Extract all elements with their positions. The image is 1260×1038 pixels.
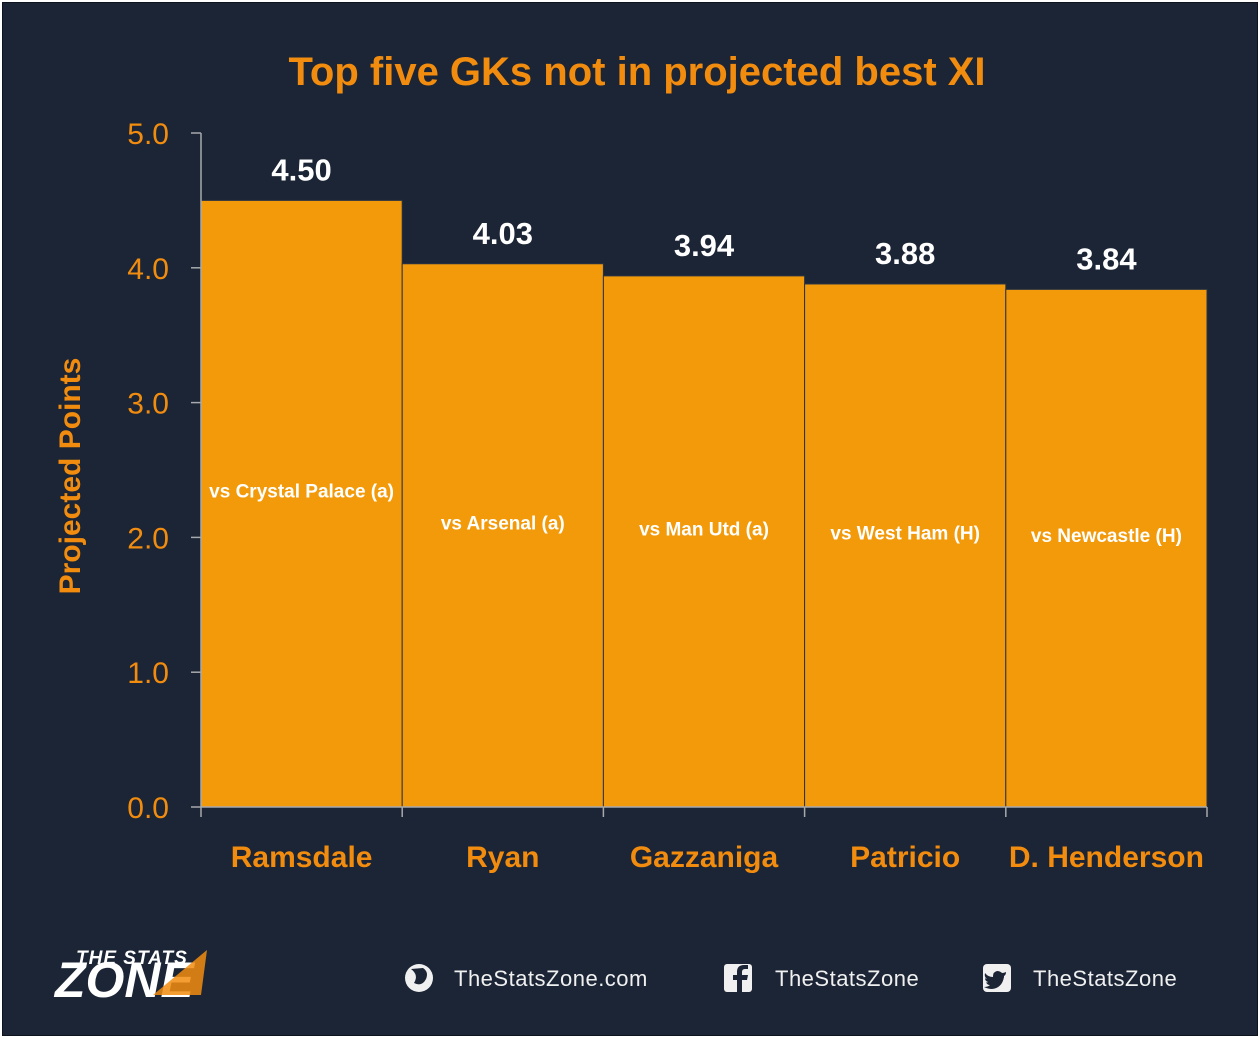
- value-label-1: 4.03: [473, 216, 533, 251]
- bars-group: 4.50 vs Crystal Palace (a) 4.03 vs Arsenal …: [200, 152, 1208, 808]
- footer-website[interactable]: TheStatsZone.com: [405, 964, 648, 992]
- x-tick-label-2: Gazzaniga: [630, 841, 779, 874]
- bar-1: [401, 263, 604, 808]
- stats-zone-logo: THE STATS ZONE: [53, 948, 207, 1008]
- x-tick-label-0: Ramsdale: [231, 841, 373, 874]
- value-label-3: 3.88: [875, 236, 935, 271]
- fixture-label-3: vs West Ham (H): [830, 523, 980, 544]
- x-tick-label-3: Patricio: [850, 841, 960, 874]
- facebook-text[interactable]: TheStatsZone: [775, 966, 919, 991]
- y-tick-label-5: 5.0: [127, 118, 169, 151]
- chart-title: Top five GKs not in projected best XI: [288, 50, 985, 94]
- footer-twitter[interactable]: TheStatsZone: [983, 964, 1177, 992]
- y-axis: 0.0 1.0 2.0 3.0 4.0 5.0: [127, 118, 202, 825]
- y-tick-label-2: 2.0: [127, 522, 169, 555]
- x-tick-label-1: Ryan: [466, 841, 539, 874]
- bar-3: [804, 283, 1007, 808]
- bar-0: [200, 199, 403, 808]
- website-text[interactable]: TheStatsZone.com: [454, 966, 648, 991]
- fixture-label-4: vs Newcastle (H): [1031, 526, 1182, 547]
- value-label-0: 4.50: [271, 152, 331, 187]
- y-axis-label: Projected Points: [54, 358, 87, 595]
- facebook-icon: [724, 964, 752, 992]
- footer-facebook[interactable]: TheStatsZone: [724, 964, 919, 992]
- chart-svg: Top five GKs not in projected best XI Pr…: [53, 50, 1208, 1008]
- fixture-label-2: vs Man Utd (a): [639, 519, 769, 540]
- y-tick-label-0: 0.0: [127, 792, 169, 825]
- fixture-label-1: vs Arsenal (a): [441, 513, 565, 534]
- x-tick-label-4: D. Henderson: [1009, 841, 1204, 874]
- logo-accent-shape: [153, 950, 207, 995]
- y-tick-label-3: 3.0: [127, 388, 169, 421]
- x-axis: Ramsdale Ryan Gazzaniga Patricio D. Henderso…: [200, 806, 1208, 874]
- bar-2: [602, 275, 806, 808]
- bar-4: [1005, 288, 1208, 808]
- globe-icon: [405, 964, 433, 992]
- y-tick-label-1: 1.0: [127, 657, 169, 690]
- value-label-2: 3.94: [674, 228, 735, 263]
- twitter-text[interactable]: TheStatsZone: [1033, 966, 1177, 991]
- fixture-label-0: vs Crystal Palace (a): [209, 482, 394, 503]
- value-label-4: 3.84: [1076, 241, 1137, 276]
- twitter-icon: [983, 964, 1011, 992]
- logo-top-text: THE STATS: [76, 948, 188, 969]
- y-tick-label-4: 4.0: [127, 253, 169, 286]
